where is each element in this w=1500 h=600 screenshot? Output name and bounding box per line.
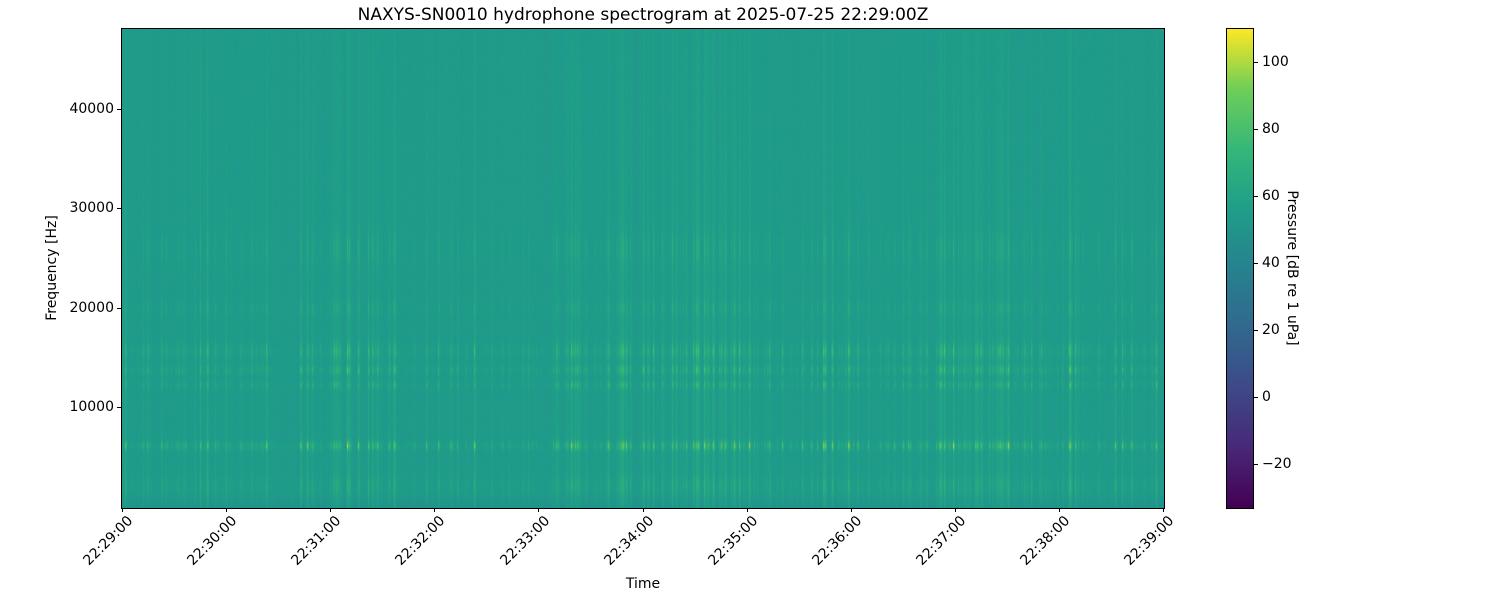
x-tick-mark [330, 508, 332, 512]
y-tick-label: 20000 [69, 299, 114, 316]
colorbar-tick-label: 60 [1262, 188, 1280, 205]
x-tick-label-text: 22:33:00 [496, 513, 553, 569]
colorbar-tick-mark [1254, 396, 1258, 398]
x-tick-label-text: 22:36:00 [809, 513, 866, 569]
x-tick-label-text: 22:30:00 [184, 513, 241, 569]
x-tick-mark [226, 508, 228, 512]
x-axis-label: Time [625, 576, 661, 592]
x-tick-label-text: 22:29:00 [80, 513, 137, 569]
colorbar-tick-mark [1254, 463, 1258, 465]
x-tick-label-text: 22:35:00 [705, 513, 761, 569]
y-tick-mark [117, 407, 121, 409]
x-tick-label-text: 22:37:00 [913, 513, 970, 569]
x-tick-mark [1058, 508, 1060, 512]
y-tick-mark [117, 108, 121, 110]
x-tick-label-text: 22:32:00 [392, 513, 449, 569]
colorbar-tick-mark [1254, 62, 1258, 64]
x-tick-mark [954, 508, 956, 512]
colorbar-tick-mark [1254, 262, 1258, 264]
x-tick-mark [850, 508, 852, 512]
colorbar-tick-mark [1254, 196, 1258, 198]
x-tick-mark [1163, 508, 1164, 512]
x-tick-label-text: 22:31:00 [288, 513, 345, 569]
colorbar-tick-label: 100 [1262, 54, 1289, 71]
colorbar-tick-label: 20 [1262, 321, 1280, 338]
y-tick-label: 10000 [69, 399, 114, 416]
x-tick-label-text: 22:38:00 [1017, 513, 1074, 569]
y-axis-label: Frequency [Hz] [44, 215, 60, 321]
x-tick-label-text: 22:34:00 [601, 513, 657, 569]
y-tick-label: 40000 [69, 100, 114, 117]
y-tick-label: 30000 [69, 200, 114, 217]
x-tick-mark [642, 508, 644, 512]
chart-title: NAXYS-SN0010 hydrophone spectrogram at 2… [357, 5, 929, 25]
y-tick-mark [117, 208, 121, 210]
x-tick-mark [434, 508, 436, 512]
x-tick-mark [746, 508, 748, 512]
colorbar-tick-label: 40 [1262, 254, 1280, 271]
y-tick-mark [117, 307, 121, 309]
colorbar-tick-mark [1254, 129, 1258, 131]
x-tick-label-text: 22:39:00 [1121, 513, 1178, 569]
colorbar-gradient [1227, 29, 1253, 508]
colorbar-tick-mark [1254, 329, 1258, 331]
colorbar-tick-label: 0 [1262, 388, 1271, 405]
colorbar-label: Pressure [dB re 1 uPa] [1284, 190, 1300, 346]
colorbar-tick-label: 80 [1262, 121, 1280, 138]
x-tick-mark [538, 508, 540, 512]
x-tick-mark [122, 508, 123, 512]
colorbar-tick-label: −20 [1262, 455, 1292, 472]
spectrogram-heatmap [122, 29, 1164, 508]
